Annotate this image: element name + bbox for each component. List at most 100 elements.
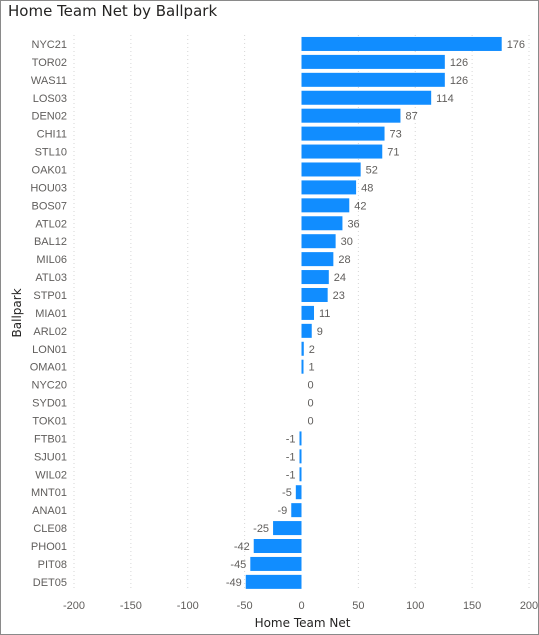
bar-DET05 xyxy=(245,574,302,589)
bar-MIL06 xyxy=(301,252,334,267)
data-label: 30 xyxy=(341,236,353,248)
bar-TOR02 xyxy=(301,54,445,69)
bars xyxy=(245,36,502,589)
bar-STP01 xyxy=(301,287,328,302)
category-label: OMA01 xyxy=(30,362,67,374)
category-label: DET05 xyxy=(33,577,67,589)
data-label: 114 xyxy=(436,93,454,105)
data-label: 42 xyxy=(354,200,366,212)
bar-BAL12 xyxy=(301,234,336,249)
bar-WAS11 xyxy=(301,72,445,87)
category-label: BAL12 xyxy=(34,236,67,248)
y-axis-title: Ballpark xyxy=(10,288,24,337)
x-tick-label: 0 xyxy=(298,600,304,612)
category-label: MIL06 xyxy=(36,254,67,266)
x-tick-label: 100 xyxy=(406,600,424,612)
data-label: 9 xyxy=(317,326,323,338)
data-label: 71 xyxy=(387,147,399,159)
bar-FTB01 xyxy=(299,431,302,446)
data-label: 0 xyxy=(308,380,314,392)
data-label: 36 xyxy=(347,218,359,230)
x-tick-label: 150 xyxy=(463,600,481,612)
category-label: HOU03 xyxy=(30,182,67,194)
data-label: 73 xyxy=(390,129,402,141)
category-label: LON01 xyxy=(32,344,67,356)
data-label: 48 xyxy=(361,182,373,194)
data-label: -49 xyxy=(226,577,242,589)
category-label: STL10 xyxy=(35,147,67,159)
category-label: PIT08 xyxy=(38,559,67,571)
category-label: PHO01 xyxy=(31,541,67,553)
data-label: 28 xyxy=(338,254,350,266)
category-label: ANA01 xyxy=(32,505,67,517)
data-label: 24 xyxy=(334,272,346,284)
category-label: ARL02 xyxy=(33,326,67,338)
bar-LOS03 xyxy=(301,90,432,105)
data-label: 11 xyxy=(319,308,330,320)
bar-PHO01 xyxy=(253,539,302,554)
bar-ATL02 xyxy=(301,216,343,231)
x-tick-label: -50 xyxy=(237,600,253,612)
data-label: 23 xyxy=(333,290,345,302)
category-label: TOR02 xyxy=(32,57,67,69)
data-label: -1 xyxy=(286,433,296,445)
data-label: -9 xyxy=(277,505,287,517)
bar-DEN02 xyxy=(301,108,401,123)
data-label: 126 xyxy=(450,75,468,87)
category-label: NYC21 xyxy=(32,39,67,51)
bar-CLE08 xyxy=(273,521,302,536)
category-label: ATL03 xyxy=(35,272,67,284)
bar-SJU01 xyxy=(299,449,302,464)
bar-ANA01 xyxy=(291,503,302,518)
bar-PIT08 xyxy=(250,556,302,571)
category-labels: NYC21 TOR02 WAS11 LOS03 DEN02 CHI11 STL10 OAK01… xyxy=(30,39,67,589)
bar-ATL03 xyxy=(301,270,329,285)
data-label: -1 xyxy=(286,451,296,463)
category-label: LOS03 xyxy=(33,93,67,105)
data-label: 52 xyxy=(366,164,378,176)
category-label: MNT01 xyxy=(31,487,67,499)
category-label: WIL02 xyxy=(35,469,67,481)
category-label: MIA01 xyxy=(35,308,67,320)
bar-ARL02 xyxy=(301,323,312,338)
category-label: DEN02 xyxy=(32,111,67,123)
data-label: -5 xyxy=(282,487,292,499)
category-label: WAS11 xyxy=(31,75,67,87)
category-label: SYD01 xyxy=(32,398,67,410)
data-label: -25 xyxy=(253,523,269,535)
data-label: -45 xyxy=(230,559,246,571)
category-label: TOK01 xyxy=(32,415,67,427)
data-label: 2 xyxy=(309,344,315,356)
data-label: 126 xyxy=(450,57,468,69)
x-tick-label: -200 xyxy=(63,600,85,612)
data-label: 0 xyxy=(308,398,314,410)
x-tick-label: 200 xyxy=(520,600,538,612)
data-label: 87 xyxy=(405,111,417,123)
x-tick-label: -100 xyxy=(177,600,199,612)
data-label: 176 xyxy=(507,39,525,51)
data-label: 1 xyxy=(309,362,315,374)
chart-title: Home Team Net by Ballpark xyxy=(8,2,218,20)
x-tick-label: 50 xyxy=(352,600,364,612)
bar-BOS07 xyxy=(301,198,350,213)
bar-CHI11 xyxy=(301,126,385,141)
bar-STL10 xyxy=(301,144,383,159)
x-tick-label: -150 xyxy=(120,600,142,612)
bar-OAK01 xyxy=(301,162,361,177)
bar-MIA01 xyxy=(301,305,315,320)
x-tick-labels: -200 -150 -100 -50 0 50 100 150 200 xyxy=(63,600,538,612)
data-label: -1 xyxy=(286,469,296,481)
bar-OMA01 xyxy=(301,359,304,374)
category-label: FTB01 xyxy=(34,433,67,445)
data-label: 0 xyxy=(308,415,314,427)
category-label: OAK01 xyxy=(32,164,67,176)
bar-NYC21 xyxy=(301,36,502,51)
category-label: BOS07 xyxy=(32,200,67,212)
category-label: CLE08 xyxy=(33,523,67,535)
bar-MNT01 xyxy=(295,485,302,500)
category-label: NYC20 xyxy=(32,380,67,392)
bar-HOU03 xyxy=(301,180,357,195)
